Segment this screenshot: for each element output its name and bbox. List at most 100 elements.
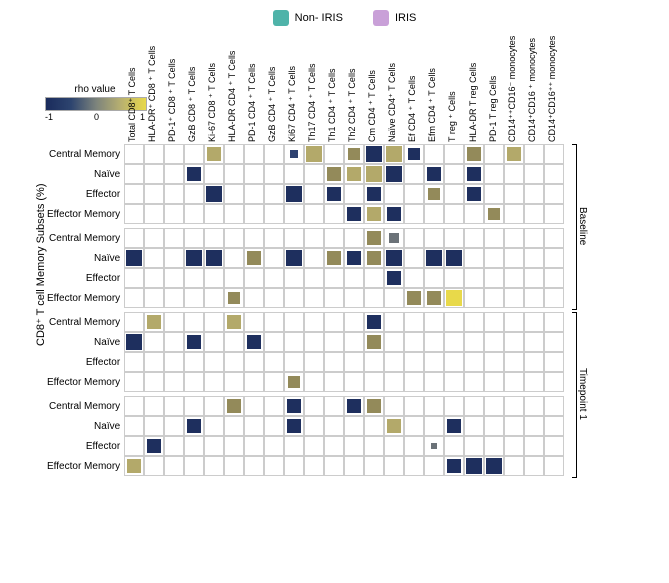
cell [444, 312, 464, 332]
cell [344, 228, 364, 248]
cell [544, 248, 564, 268]
cell [324, 144, 344, 164]
cell [464, 436, 484, 456]
value-square [467, 167, 481, 181]
cell [144, 144, 164, 164]
cell [344, 184, 364, 204]
cell [324, 332, 344, 352]
cell [544, 204, 564, 224]
col-header: PD-1 CD4 ⁺ T Cells [247, 122, 258, 142]
right-section-labels: BaselineTimepoint 1 [570, 34, 588, 496]
cell [464, 248, 484, 268]
cell [444, 456, 464, 476]
cell [184, 248, 204, 268]
cell [224, 396, 244, 416]
cell [144, 204, 164, 224]
legend-iris: IRIS [373, 10, 416, 26]
cell [324, 312, 344, 332]
cell [504, 396, 524, 416]
cell [324, 436, 344, 456]
cell [324, 248, 344, 268]
value-square [288, 376, 300, 388]
value-square [426, 250, 442, 266]
cell [524, 184, 544, 204]
cell [244, 372, 264, 392]
cell [404, 184, 424, 204]
value-square [347, 251, 361, 265]
heatmap-row [124, 312, 564, 332]
col-header: Ki-67 CD8 ⁺ T Cells [207, 122, 218, 142]
cell [364, 436, 384, 456]
value-square [347, 399, 361, 413]
value-square [387, 419, 401, 433]
row-label: Central Memory [47, 144, 124, 164]
cell [424, 144, 444, 164]
row-label: Naïve [47, 248, 124, 268]
cell [444, 396, 464, 416]
cell [284, 228, 304, 248]
cell [164, 144, 184, 164]
cell [124, 396, 144, 416]
row-label: Effector Memory [47, 456, 124, 476]
col-header: Efm CD4 ⁺ T Cells [427, 122, 438, 142]
cell [204, 184, 224, 204]
cell [144, 268, 164, 288]
cell [384, 396, 404, 416]
cell [204, 352, 224, 372]
cell [284, 436, 304, 456]
value-square [126, 250, 142, 266]
cell [124, 164, 144, 184]
cell [304, 288, 324, 308]
cell [284, 312, 304, 332]
col-header: CD14⁺⁺CD16⁻ monocytes [507, 122, 518, 142]
cell [144, 352, 164, 372]
value-square [127, 459, 141, 473]
cell [464, 372, 484, 392]
cell [444, 372, 464, 392]
cell [524, 164, 544, 184]
cell [184, 228, 204, 248]
cell [284, 352, 304, 372]
cell [204, 204, 224, 224]
value-square [247, 335, 261, 349]
cell [204, 248, 224, 268]
cell [164, 204, 184, 224]
cell [324, 352, 344, 372]
cell [324, 204, 344, 224]
col-header: HLA-DR CD4 ⁺ T Cells [227, 122, 238, 142]
cell [184, 416, 204, 436]
value-square [327, 187, 341, 201]
value-square [147, 439, 161, 453]
cell [544, 456, 564, 476]
cell [164, 164, 184, 184]
cell [224, 456, 244, 476]
cell [244, 332, 264, 352]
cell [364, 228, 384, 248]
row-label: Effector [47, 352, 124, 372]
cell [324, 288, 344, 308]
cell [124, 184, 144, 204]
cell [404, 436, 424, 456]
cell [524, 332, 544, 352]
cell [404, 288, 424, 308]
cell [324, 396, 344, 416]
cell [344, 204, 364, 224]
cell [244, 436, 264, 456]
value-square [366, 146, 382, 162]
col-header: CD14⁺CD16 ⁺ monocytes [527, 122, 538, 142]
cell [284, 144, 304, 164]
cell [524, 268, 544, 288]
value-square [467, 147, 481, 161]
cell [444, 332, 464, 352]
cell [404, 204, 424, 224]
cell [404, 164, 424, 184]
value-square [287, 399, 301, 413]
cell [204, 416, 224, 436]
value-square [367, 231, 381, 245]
col-header: CD14⁺CD16⁺⁺ monocytes [547, 122, 558, 142]
cell [124, 288, 144, 308]
value-square [367, 251, 381, 265]
cell [304, 456, 324, 476]
cell [304, 184, 324, 204]
cell [164, 456, 184, 476]
